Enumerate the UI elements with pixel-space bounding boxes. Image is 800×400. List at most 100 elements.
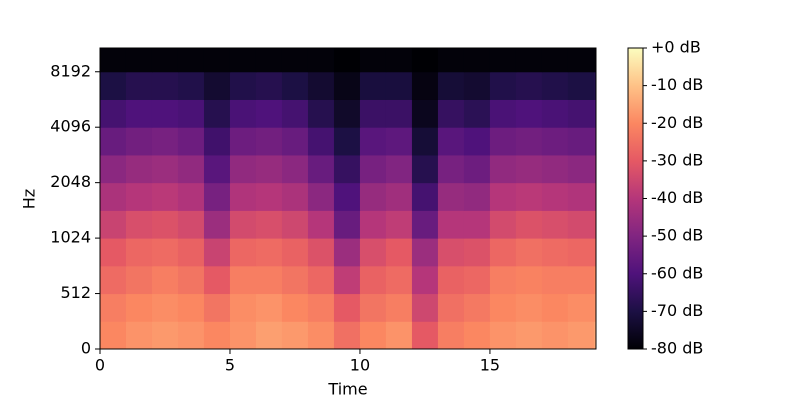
heatmap-cell [359,127,387,156]
heatmap-cell [307,321,335,350]
colorbar-tick-label: -10 dB [651,75,703,94]
heatmap-cell [177,238,205,267]
heatmap-cell [307,238,335,267]
heatmap-cell [359,48,387,73]
heatmap-cell [229,210,257,239]
heatmap-cell [593,48,597,73]
heatmap-cell [411,265,439,295]
heatmap-cell [307,182,335,211]
heatmap-cell [229,154,257,184]
heatmap-cell [385,182,413,211]
heatmap-cell [203,99,231,128]
heatmap-cell [125,99,153,128]
y-tick-label: 1024 [50,228,91,247]
heatmap-cell [515,182,543,211]
heatmap-cell [177,48,205,73]
heatmap-cell [100,154,127,184]
heatmap-cell [489,321,517,350]
heatmap-cell [541,154,569,184]
heatmap-cell [281,127,309,156]
x-tick-label: 10 [350,356,370,375]
heatmap-cell [281,293,309,322]
heatmap-cell [463,48,491,73]
heatmap-cell [203,238,231,267]
heatmap-cell [333,154,361,184]
heatmap-cell [541,321,569,350]
heatmap-cell [359,321,387,350]
heatmap-cell [125,127,153,156]
heatmap-cell [463,71,491,100]
heatmap-cell [385,127,413,156]
heatmap-cell [151,293,179,322]
colorbar-tick-label: -30 dB [651,150,703,169]
colorbar-tick-label: -70 dB [651,301,703,320]
heatmap-cell [489,293,517,322]
heatmap-cell [385,265,413,295]
heatmap-cell [255,238,283,267]
heatmap-cell [177,182,205,211]
heatmap-cell [593,182,597,211]
heatmap-cell [333,99,361,128]
heatmap-cell [100,182,127,211]
heatmap-cell [411,293,439,322]
heatmap-cell [489,71,517,100]
heatmap-cell [281,99,309,128]
heatmap-cell [177,265,205,295]
x-tick-label: 15 [480,356,500,375]
heatmap-cell [593,71,597,100]
heatmap-cell [593,210,597,239]
y-tick-label: 512 [60,283,91,302]
heatmap-cell [100,127,127,156]
y-tick-label: 4096 [50,117,91,136]
heatmap-cell [229,127,257,156]
heatmap-cell [151,71,179,100]
heatmap-cell [203,182,231,211]
y-tick-label: 8192 [50,61,91,80]
heatmap-cell [333,127,361,156]
heatmap-cell [411,182,439,211]
heatmap-cell [437,127,465,156]
heatmap-cell [307,48,335,73]
heatmap-cell [255,48,283,73]
heatmap-cell [463,154,491,184]
heatmap-cell [125,210,153,239]
y-axis-label: Hz [20,189,39,209]
heatmap-cell [100,210,127,239]
y-tick-label: 2048 [50,172,91,191]
heatmap-cell [463,238,491,267]
heatmap-cell [203,210,231,239]
heatmap-cell [307,127,335,156]
heatmap-cell [567,321,595,350]
heatmap-cell [515,127,543,156]
x-tick-label: 0 [95,356,105,375]
heatmap-cell [333,238,361,267]
heatmap-cell [307,99,335,128]
heatmap-cell [515,48,543,73]
heatmap-cell [515,293,543,322]
heatmap-cell [281,210,309,239]
heatmap-cell [463,99,491,128]
heatmap-cell [463,265,491,295]
heatmap-cell [255,293,283,322]
heatmap-cell [437,210,465,239]
colorbar-tick-label: -60 dB [651,263,703,282]
axes-frame [99,47,597,350]
heatmap-cell [541,71,569,100]
heatmap-cell [125,154,153,184]
heatmap-cell [489,127,517,156]
heatmap-cell [307,210,335,239]
heatmap-cell [567,182,595,211]
heatmap-cell [515,210,543,239]
heatmap-cell [125,48,153,73]
heatmap-cell [541,48,569,73]
heatmap-cell [359,265,387,295]
heatmap-cell [567,127,595,156]
x-tick-label: 5 [225,356,235,375]
heatmap-cell [177,210,205,239]
colorbar-tick-label: -50 dB [651,226,703,245]
heatmap-cell [229,99,257,128]
heatmap-cell [567,71,595,100]
heatmap-cell [411,321,439,350]
heatmap-cell [203,127,231,156]
